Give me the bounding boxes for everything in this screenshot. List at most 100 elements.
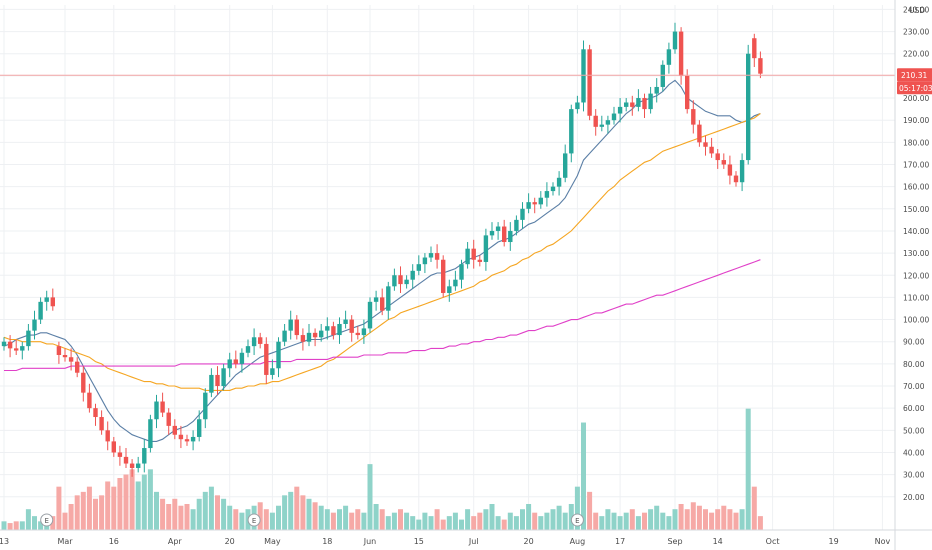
y-tick-label: 180.00 (903, 138, 929, 147)
volume-bar (324, 509, 330, 530)
volume-bar (202, 491, 208, 530)
candle (93, 403, 98, 426)
volume-bar (160, 498, 166, 530)
candle (520, 202, 525, 229)
earnings-marker[interactable]: E (570, 513, 584, 527)
y-tick-label: 70.00 (903, 382, 925, 391)
volume-bar (184, 504, 190, 530)
candle (416, 255, 421, 276)
volume-bar (269, 512, 275, 530)
candle (447, 279, 452, 302)
volume-bar (483, 509, 489, 530)
candle (392, 268, 397, 291)
volume-bar (532, 512, 538, 530)
y-tick-label: 150.00 (903, 205, 929, 214)
x-tick-label: 18 (322, 537, 332, 546)
candle (648, 86, 653, 114)
volume-bar (605, 509, 611, 530)
volume-bar (208, 486, 214, 530)
candle (26, 323, 31, 351)
candle (190, 430, 196, 451)
volume-bar (513, 516, 519, 530)
candle (319, 323, 324, 342)
candle (87, 383, 92, 413)
candle (386, 281, 391, 320)
candle (203, 388, 208, 429)
y-axis: 20.00 30.00 40.00 50.00 60.00 70.00 80.00 90.00… (894, 0, 932, 550)
volume-bar (416, 519, 422, 530)
volume-bar (379, 509, 385, 530)
volume-bar (507, 512, 513, 530)
volume-bar (361, 512, 367, 530)
candle (514, 215, 519, 236)
volume-bar (696, 505, 702, 530)
volume-bar (520, 509, 525, 530)
volume-bar (678, 504, 684, 530)
candle (209, 368, 214, 398)
candle (99, 410, 104, 435)
candle (50, 288, 55, 311)
candle (471, 239, 476, 269)
volume-bar (166, 504, 172, 530)
candle (56, 341, 62, 364)
candle (508, 222, 513, 251)
volume-bar (190, 509, 196, 530)
volume-bar (489, 504, 495, 530)
volume-bar (599, 516, 605, 530)
candle (575, 95, 580, 114)
volume-bar (574, 486, 580, 530)
y-tick-label: 240.00 (903, 5, 929, 14)
candle (477, 255, 482, 267)
volume-bar (117, 478, 123, 530)
candle (7, 335, 13, 358)
candle (233, 350, 238, 369)
candle (172, 419, 177, 440)
y-tick-label: 50.00 (903, 426, 925, 435)
x-tick-label: Jul (468, 537, 479, 546)
candle (733, 171, 739, 187)
candles (1, 22, 763, 477)
volume-bar (68, 504, 74, 530)
volume-bar (111, 486, 117, 530)
candle (373, 290, 379, 311)
volume-bar (276, 505, 281, 530)
earnings-marker[interactable]: E (40, 513, 54, 527)
candle (270, 359, 275, 380)
y-tick-label: 130.00 (903, 249, 929, 258)
volume-bar (221, 498, 227, 530)
volume-bar (257, 502, 263, 530)
candle (215, 366, 220, 395)
svg-text:E: E (575, 517, 579, 525)
candle (288, 310, 293, 340)
candle (123, 448, 129, 468)
volume-bar (154, 491, 159, 530)
candle (312, 328, 318, 347)
candle (556, 171, 562, 196)
candle (300, 328, 306, 351)
candle (111, 436, 116, 457)
volume-bar (422, 512, 428, 530)
volume-bar (654, 505, 660, 530)
volume-bars (1, 408, 763, 530)
candle (75, 357, 80, 378)
y-tick-label: 30.00 (903, 471, 925, 480)
volume-bar (684, 509, 690, 530)
candle (38, 297, 43, 324)
volume-bar (495, 516, 501, 530)
x-tick-label: 15 (414, 537, 424, 546)
earnings-marker[interactable]: E (247, 513, 261, 527)
countdown-label: 05:17:03 (899, 84, 932, 93)
volume-bar (404, 512, 410, 530)
volume-bar (587, 491, 593, 530)
candle (404, 275, 409, 289)
x-tick-label: Mar (57, 537, 73, 546)
candle (380, 288, 385, 316)
candle (453, 270, 458, 291)
volume-bar (739, 509, 745, 530)
x-tick-label: 13 (0, 537, 9, 546)
volume-bar (465, 509, 471, 530)
volume-bar (318, 505, 324, 530)
candle (532, 197, 537, 214)
